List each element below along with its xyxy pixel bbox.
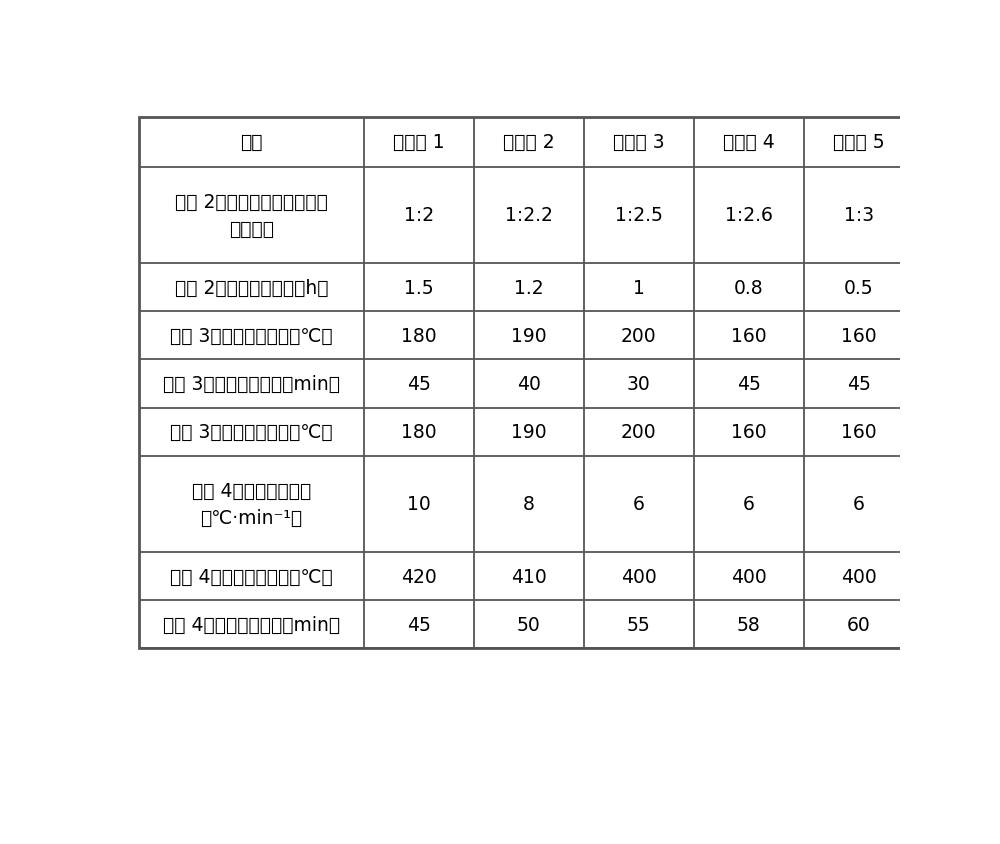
Text: 0.5: 0.5 — [844, 279, 874, 297]
Text: 400: 400 — [841, 567, 877, 586]
Text: 420: 420 — [401, 567, 437, 586]
Text: 0.8: 0.8 — [734, 279, 764, 297]
Text: 200: 200 — [621, 327, 657, 345]
Text: 步骤 4）中的预定速率: 步骤 4）中的预定速率 — [192, 481, 311, 500]
Text: 6: 6 — [743, 495, 755, 514]
Text: 10: 10 — [407, 495, 431, 514]
Text: 40: 40 — [517, 375, 541, 393]
Text: 160: 160 — [841, 423, 877, 441]
Text: 实施例 3: 实施例 3 — [613, 133, 665, 152]
Text: 58: 58 — [737, 615, 761, 634]
Text: 180: 180 — [401, 327, 437, 345]
Text: 1:2.2: 1:2.2 — [505, 206, 553, 225]
Text: 8: 8 — [523, 495, 535, 514]
Text: 实施例 5: 实施例 5 — [833, 133, 885, 152]
Text: 190: 190 — [511, 423, 547, 441]
Text: 实施例 2: 实施例 2 — [503, 133, 555, 152]
Text: 步骤 3）中的预定温度（℃）: 步骤 3）中的预定温度（℃） — [170, 327, 333, 345]
Text: （℃·min⁻¹）: （℃·min⁻¹） — [200, 508, 302, 528]
Text: 410: 410 — [511, 567, 547, 586]
Text: 160: 160 — [841, 327, 877, 345]
Text: 1.5: 1.5 — [404, 279, 434, 297]
Text: 45: 45 — [407, 375, 431, 393]
Text: 30: 30 — [627, 375, 651, 393]
Text: 45: 45 — [407, 615, 431, 634]
Text: 步骤 4）中的预定温度（℃）: 步骤 4）中的预定温度（℃） — [170, 567, 333, 586]
Text: 160: 160 — [731, 327, 767, 345]
Text: 60: 60 — [847, 615, 871, 634]
Text: 6: 6 — [853, 495, 865, 514]
Text: 项目: 项目 — [240, 133, 263, 152]
Text: 190: 190 — [511, 327, 547, 345]
Text: 45: 45 — [737, 375, 761, 393]
Text: 6: 6 — [633, 495, 645, 514]
Text: 质量比例: 质量比例 — [229, 219, 274, 239]
Text: 1:2: 1:2 — [404, 206, 434, 225]
Text: 1:2.6: 1:2.6 — [725, 206, 773, 225]
Text: 400: 400 — [621, 567, 657, 586]
Bar — [139, 117, 914, 648]
Text: 1.2: 1.2 — [514, 279, 544, 297]
Text: 步骤 3）中的预定时间（min）: 步骤 3）中的预定时间（min） — [163, 375, 340, 393]
Text: 180: 180 — [401, 423, 437, 441]
Text: 实施例 1: 实施例 1 — [393, 133, 445, 152]
Text: 1:2.5: 1:2.5 — [615, 206, 663, 225]
Text: 200: 200 — [621, 423, 657, 441]
Text: 步骤 3）中的加热温度（℃）: 步骤 3）中的加热温度（℃） — [170, 423, 333, 441]
Text: 400: 400 — [731, 567, 767, 586]
Text: 160: 160 — [731, 423, 767, 441]
Text: 步骤 4）中的预定时间（min）: 步骤 4）中的预定时间（min） — [163, 615, 340, 634]
Text: 50: 50 — [517, 615, 541, 634]
Text: 55: 55 — [627, 615, 651, 634]
Text: 45: 45 — [847, 375, 871, 393]
Text: 步骤 2）中的预定时间（h）: 步骤 2）中的预定时间（h） — [175, 279, 328, 297]
Text: 实施例 4: 实施例 4 — [723, 133, 775, 152]
Text: 步骤 2）中油樟叶渣与磷酸的: 步骤 2）中油樟叶渣与磷酸的 — [175, 192, 328, 212]
Text: 1:3: 1:3 — [844, 206, 874, 225]
Text: 1: 1 — [633, 279, 645, 297]
